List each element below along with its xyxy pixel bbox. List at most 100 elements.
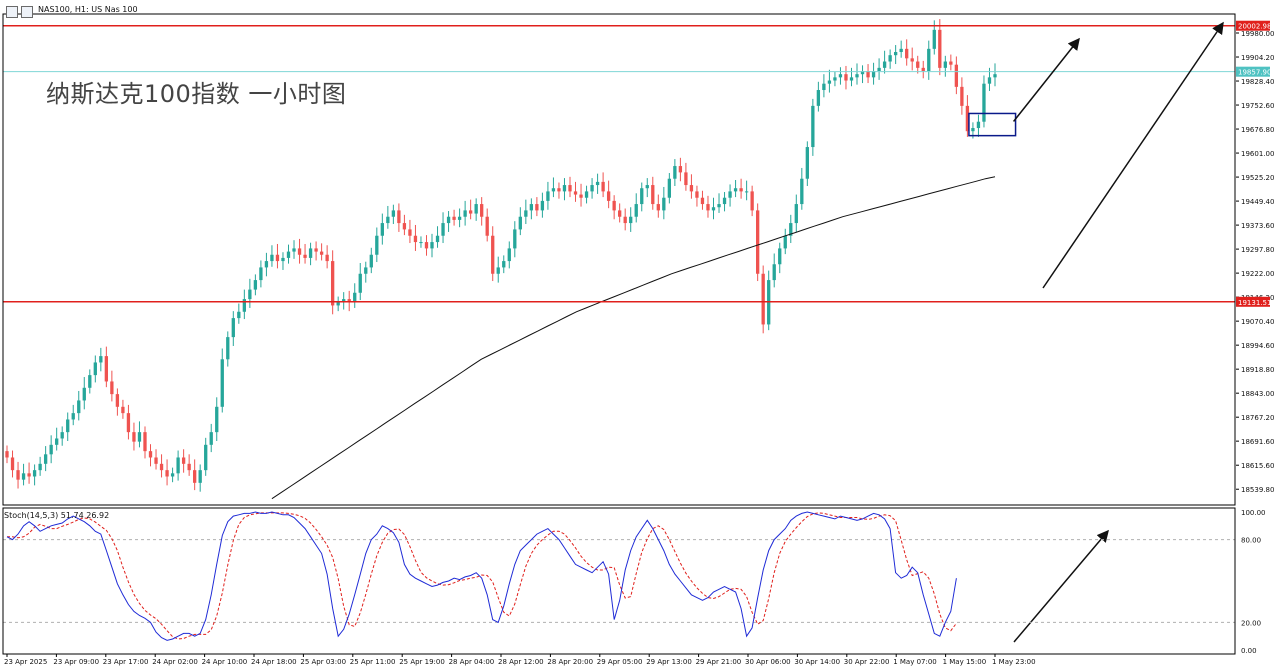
price-tick-label: 19980.00 (1241, 30, 1274, 38)
candle-bull (391, 210, 396, 217)
time-tick-label: 24 Apr 10:00 (202, 658, 248, 666)
candle-bull (987, 77, 992, 84)
candle-bear (408, 229, 412, 236)
candle-bear (480, 204, 484, 217)
candle-bear (143, 432, 147, 452)
bar-chart-icon[interactable] (6, 6, 18, 18)
candle-bull (595, 181, 600, 186)
candle-bear (761, 273, 765, 325)
candle-bull (231, 318, 235, 338)
candle-bull (93, 362, 97, 376)
level-tag-label: 19857.90 (1238, 69, 1271, 77)
candle-bear (110, 381, 114, 395)
candle-bull (21, 473, 26, 480)
candle-bull (744, 191, 749, 193)
price-plot-frame (2, 13, 1236, 506)
candle-bull (474, 204, 478, 214)
candle-bull (711, 207, 716, 211)
candle-bull (733, 188, 738, 192)
candle-bear (949, 61, 953, 65)
time-tick-label: 25 Apr 19:00 (399, 658, 445, 666)
candle-bear (16, 470, 20, 480)
candle-bull (645, 185, 649, 189)
price-tick-label: 18615.60 (1241, 462, 1274, 470)
price-tick-label: 18994.60 (1241, 342, 1274, 350)
price-tick-label: 19601.00 (1241, 150, 1274, 158)
candle-bear (606, 191, 611, 201)
candle-bull (226, 337, 230, 360)
candle-bull (794, 204, 798, 224)
candle-bull (976, 121, 981, 129)
chart-window-icon[interactable] (21, 6, 33, 18)
candle-bear (424, 242, 429, 249)
chart-window-title: NAS100, H1: US Nas 100 (38, 5, 138, 14)
candle-bull (772, 264, 776, 281)
time-tick-label: 1 May 07:00 (893, 658, 937, 666)
level-tag-label: 19131.51 (1238, 299, 1271, 307)
candle-bull (375, 235, 379, 255)
time-tick-label: 28 Apr 04:00 (449, 658, 495, 666)
candle-bull (562, 185, 567, 192)
candle-bull (66, 419, 70, 433)
candle-bear (193, 470, 197, 483)
candle-bear (187, 463, 191, 471)
candle-bull (353, 292, 357, 303)
stochastic-signal-line (7, 512, 957, 640)
candle-bull (308, 248, 313, 258)
candle-bull (722, 197, 727, 205)
candle-bull (209, 432, 213, 445)
stochastic-tick-label: 80.00 (1241, 537, 1261, 545)
candle-bear (866, 71, 870, 78)
time-tick-label: 1 May 23:00 (992, 658, 1036, 666)
stochastic-label: Stoch(14,5,3) 51.74 26.92 (4, 511, 110, 520)
candle-bull (849, 77, 854, 81)
candle-bull (640, 188, 644, 205)
candle-bull (419, 242, 423, 244)
candle-bull (667, 178, 672, 198)
price-tick-label: 19373.60 (1241, 222, 1274, 230)
candle-bear (535, 204, 539, 211)
candle-bull (634, 204, 638, 217)
candle-bull (982, 83, 986, 122)
candle-bull (871, 71, 876, 78)
time-tick-label: 29 Apr 21:00 (696, 658, 742, 666)
price-tick-label: 19070.40 (1241, 318, 1274, 326)
candle-bull (198, 470, 202, 483)
time-tick-label: 25 Apr 11:00 (350, 658, 396, 666)
candle-bull (584, 191, 589, 198)
candle-bull (778, 248, 782, 265)
level-price-tag (1236, 20, 1270, 31)
candle-bull (899, 48, 903, 53)
candle-bull (728, 191, 732, 198)
candle-bear (27, 473, 31, 477)
candle-bear (623, 216, 627, 224)
stochastic-plot (3, 511, 1235, 643)
candle-bear (468, 210, 473, 214)
candle-bull (49, 444, 53, 455)
candle-bull (386, 216, 390, 224)
candle-bull (993, 74, 997, 78)
candle-bull (513, 229, 517, 249)
candle-bear (126, 413, 131, 433)
candle-bear (413, 235, 418, 243)
candle-bull (805, 147, 809, 179)
candle-bull (496, 267, 500, 274)
time-tick-label: 23 Apr 09:00 (53, 658, 99, 666)
candle-bull (662, 197, 666, 211)
candle-bull (827, 80, 832, 84)
candle-bear (916, 61, 920, 68)
candle-bear (132, 432, 136, 442)
candle-bull (518, 216, 522, 230)
candle-bull (170, 473, 175, 477)
candle-bull (816, 90, 821, 106)
candle-bear (579, 194, 583, 198)
candle-bull (82, 387, 86, 401)
arrow-up-icon (1042, 21, 1224, 289)
price-tick-label: 19828.40 (1241, 78, 1274, 86)
candle-bull (838, 74, 843, 78)
candle-bear (452, 216, 456, 220)
price-tick-label: 18918.80 (1241, 366, 1274, 374)
candle-bear (121, 406, 125, 414)
candle-bear (938, 29, 942, 68)
